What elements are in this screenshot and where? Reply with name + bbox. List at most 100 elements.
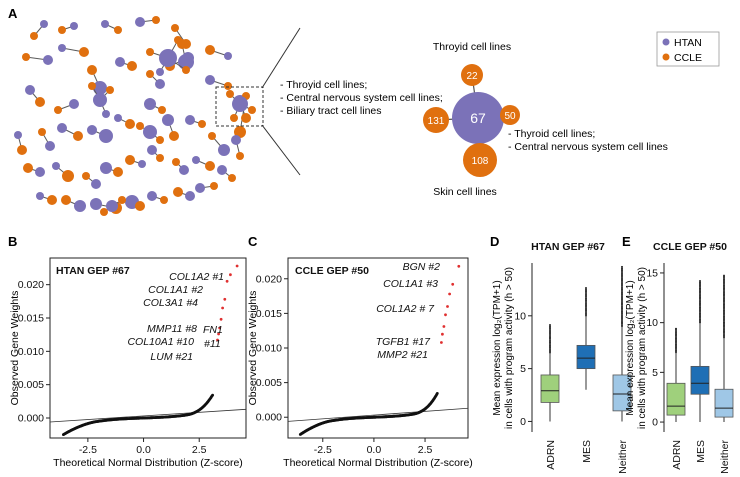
- panel-label-d: D: [490, 234, 499, 249]
- node-htan: [35, 167, 45, 177]
- outlier-point: [621, 269, 623, 272]
- node-htan: [144, 98, 156, 110]
- node-htan: [138, 160, 146, 168]
- panel-label-c: C: [248, 234, 258, 249]
- outlier-point: [549, 346, 551, 349]
- node-htan: [40, 20, 48, 28]
- node-htan: [135, 17, 145, 27]
- panel-label-a: A: [8, 6, 18, 21]
- node-htan: [218, 144, 230, 156]
- node-htan: [36, 192, 44, 200]
- qq-point-highlight: [457, 264, 461, 268]
- outlier-point: [585, 287, 587, 289]
- node-ccle: [171, 24, 179, 32]
- node-htan: [25, 85, 35, 95]
- x-category-label: MES: [581, 440, 593, 463]
- qq-point-highlight: [446, 305, 449, 308]
- reference-line: [49, 408, 247, 423]
- node-ccle: [234, 126, 246, 138]
- node-ccle: [47, 195, 57, 205]
- y-tick-label: 10: [514, 310, 526, 322]
- node-ccle: [228, 174, 236, 182]
- x-axis-label: Theoretical Normal Distribution (Z-score…: [53, 457, 243, 469]
- outlier-point: [621, 286, 623, 288]
- node-htan: [217, 165, 227, 175]
- outlier-point: [621, 277, 623, 280]
- x-tick-label: 0.0: [367, 444, 382, 456]
- plot-frame: [287, 257, 469, 439]
- node-ccle: [118, 196, 126, 204]
- qq-point: [211, 393, 215, 397]
- node-htan: [178, 54, 194, 70]
- boxes: [666, 274, 734, 423]
- node-ccle: [236, 152, 244, 160]
- x-category-label: ADRN: [671, 440, 683, 470]
- node-htan: [143, 125, 157, 139]
- y-tick-label: 0: [520, 416, 526, 428]
- box-adrn: [540, 374, 560, 403]
- qq-point-highlight: [216, 338, 219, 342]
- axis-ticks: ADRN MES Neither 0 5 10 15: [646, 267, 731, 473]
- y-tick-label: 0.015: [256, 308, 282, 320]
- node-ccle: [210, 182, 218, 190]
- node-htan: [179, 165, 189, 175]
- node-ccle: [62, 170, 74, 182]
- node-ccle: [205, 161, 215, 171]
- node-ccle: [146, 48, 154, 56]
- qq-point-highlight: [235, 264, 239, 268]
- outlier-point: [621, 301, 623, 304]
- qq-points: [287, 264, 469, 436]
- node-ccle: [30, 32, 38, 40]
- boxplot-e: CCLE GEP #50 Mean expression log₂(TPM+1)…: [625, 241, 734, 474]
- outlier-point: [549, 329, 551, 331]
- outlier-point: [621, 274, 623, 277]
- node-ccle: [146, 70, 154, 78]
- legend-box: [656, 31, 720, 67]
- node-ccle: [230, 114, 238, 122]
- outlier-point: [585, 288, 587, 291]
- zoom-line-top: [261, 27, 301, 89]
- zoom-subnetwork: 67 22 50 131 108: [423, 64, 520, 177]
- y-axis-label: Observed Gene Weights: [9, 291, 21, 406]
- qq-point: [435, 392, 439, 395]
- outlier-point: [585, 299, 587, 302]
- outlier-point: [549, 339, 551, 341]
- qq-point-highlight: [221, 306, 225, 310]
- y-axis-label: Observed Gene Weights: [247, 291, 259, 406]
- node-htan: [147, 145, 157, 155]
- node-ccle: [136, 122, 144, 130]
- y-tick-label: 0.000: [18, 413, 44, 425]
- node-ccle: [248, 106, 256, 114]
- qq-point-highlight: [440, 341, 443, 344]
- node-htan: [156, 68, 164, 76]
- outlier-point: [549, 348, 551, 350]
- node-htan: [87, 125, 97, 135]
- node-htan: [106, 200, 118, 212]
- outlier-point: [585, 307, 587, 310]
- x-tick-label: -2.5: [314, 444, 332, 456]
- node-htan: [99, 129, 113, 143]
- satellite-caption: Skin cell lines: [433, 186, 497, 198]
- node-htan: [45, 141, 55, 151]
- outlier-point: [549, 331, 551, 334]
- outlier-point: [549, 327, 551, 330]
- qq-point-highlight: [229, 273, 232, 277]
- y-tick-label: 5: [652, 367, 658, 379]
- outlier-point: [621, 314, 623, 316]
- node-ccle: [198, 120, 206, 128]
- zoom-annotation-line-1: - Throyid cell lines;: [280, 79, 367, 91]
- node-ccle: [205, 45, 215, 55]
- x-tick-label: 0.0: [136, 444, 151, 456]
- node-ccle: [88, 82, 96, 90]
- node-ccle: [35, 97, 45, 107]
- satellite-caption: Throyid cell lines: [433, 41, 511, 53]
- qq-point-highlight: [448, 292, 451, 296]
- node-ccle: [61, 195, 71, 205]
- satellite-node-label: 131: [428, 116, 445, 127]
- outlier-point: [549, 324, 551, 326]
- qq-point-highlight: [441, 332, 444, 336]
- axis-ticks: 0.000 0.005 0.010 0.015 0.020 -2.5 0.0 2.5: [256, 273, 433, 456]
- y-tick-label: 0.000: [256, 412, 282, 424]
- y-tick-label: 0.020: [256, 273, 282, 285]
